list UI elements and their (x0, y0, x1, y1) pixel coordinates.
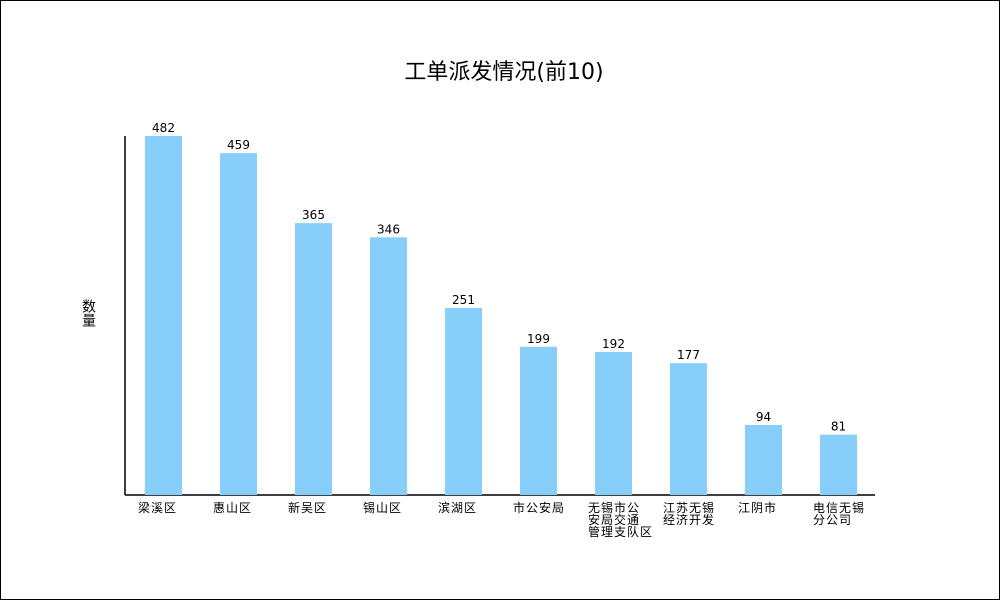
y-axis-label: 数量 (80, 299, 96, 327)
data-label-9: 94 (756, 410, 771, 424)
data-label-2: 459 (227, 138, 250, 152)
x-tick-label-9: 江阴市 (738, 500, 777, 515)
data-label-10: 81 (831, 420, 846, 434)
x-tick-label-7-line-1: 无锡市公 (588, 500, 640, 515)
x-tick-label-5: 滨湖区 (438, 500, 477, 515)
data-label-8: 177 (677, 348, 700, 362)
data-label-4: 346 (377, 222, 400, 236)
data-label-1: 482 (152, 121, 175, 135)
data-label-6: 199 (527, 332, 550, 346)
data-label-3: 365 (302, 208, 325, 222)
bar-10 (820, 434, 857, 495)
x-tick-label-3: 新吴区 (288, 500, 327, 515)
bar-9 (745, 424, 782, 495)
bar-3 (295, 223, 332, 495)
x-tick-label-2: 惠山区 (213, 501, 252, 515)
x-tick-label-8-line-1: 江苏无锡 (663, 500, 715, 515)
bar-5 (445, 308, 482, 495)
x-tick-label-10-line-1: 电信无锡 (813, 500, 865, 515)
x-tick-label-8-line-2: 经济开发 (663, 512, 715, 527)
bar-7 (595, 351, 632, 495)
bar-2 (220, 153, 257, 495)
x-tick-label-10-line-2: 分公司 (813, 513, 852, 527)
x-tick-label-7-line-2: 安局交通 (588, 512, 640, 527)
data-label-5: 251 (452, 293, 475, 307)
bar-1 (145, 136, 182, 495)
bar-8 (670, 363, 707, 495)
bar-6 (520, 346, 557, 495)
x-tick-label-4: 锡山区 (363, 500, 402, 515)
x-tick-label-1: 梁溪区 (138, 500, 177, 515)
bars-group: 482 梁溪区 459 惠山区 365 新吴区 346 锡山区 251 滨湖区 199 市公安局 192… (138, 121, 865, 539)
x-tick-label-6: 市公安局 (513, 500, 565, 515)
bar-4 (370, 237, 407, 495)
chart-title: 工单派发情况(前10) (404, 60, 603, 85)
data-label-7: 192 (602, 337, 625, 351)
x-tick-label-7-line-3: 管理支队区 (588, 524, 653, 539)
